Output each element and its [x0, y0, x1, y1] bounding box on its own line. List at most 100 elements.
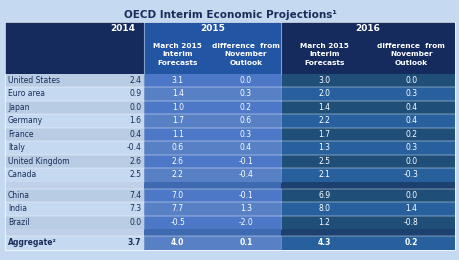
Bar	[144, 87, 280, 101]
Text: 1.4: 1.4	[171, 89, 184, 98]
Bar	[5, 22, 144, 36]
Text: 3.1: 3.1	[171, 76, 184, 85]
Text: difference  from
November
Outlook: difference from November Outlook	[212, 43, 280, 66]
Bar	[144, 141, 280, 154]
Text: March 2015
Interim
Forecasts: March 2015 Interim Forecasts	[153, 43, 202, 66]
Text: -2.0: -2.0	[238, 218, 253, 227]
Text: 0.3: 0.3	[404, 89, 416, 98]
Text: 0.2: 0.2	[240, 103, 252, 112]
Text: 1.6: 1.6	[129, 116, 141, 125]
Text: 2014: 2014	[110, 24, 135, 33]
Bar	[5, 87, 144, 101]
Text: 0.2: 0.2	[404, 238, 417, 247]
Bar	[280, 114, 454, 127]
Bar	[144, 101, 280, 114]
Text: 1.7: 1.7	[171, 116, 184, 125]
Bar	[5, 74, 144, 87]
Bar	[280, 154, 454, 168]
Bar	[144, 154, 280, 168]
Bar	[144, 22, 280, 36]
Text: 1.1: 1.1	[172, 130, 183, 139]
Bar	[5, 188, 144, 202]
Text: 0.4: 0.4	[129, 130, 141, 139]
Bar	[144, 236, 280, 250]
Bar	[144, 36, 211, 74]
Bar	[5, 101, 144, 114]
Bar	[280, 141, 454, 154]
Text: 1.7: 1.7	[318, 130, 330, 139]
Text: 8.0: 8.0	[318, 204, 330, 213]
Text: -0.8: -0.8	[403, 218, 418, 227]
Text: 0.6: 0.6	[171, 143, 184, 152]
Bar	[5, 36, 144, 74]
Text: 1.3: 1.3	[318, 143, 330, 152]
Text: 0.3: 0.3	[404, 143, 416, 152]
Text: United States: United States	[8, 76, 60, 85]
Text: 2.6: 2.6	[129, 157, 141, 166]
Text: 0.4: 0.4	[404, 103, 416, 112]
Text: Aggregate²: Aggregate²	[8, 238, 57, 247]
Text: 2.1: 2.1	[318, 170, 330, 179]
Bar	[144, 127, 280, 141]
Text: -0.1: -0.1	[238, 191, 253, 200]
Text: United Kingdom: United Kingdom	[8, 157, 69, 166]
Text: -0.3: -0.3	[403, 170, 418, 179]
Text: 2.0: 2.0	[318, 89, 330, 98]
Bar	[280, 22, 454, 36]
Text: 0.4: 0.4	[240, 143, 252, 152]
Bar	[280, 168, 454, 181]
Text: 2.6: 2.6	[171, 157, 184, 166]
Bar	[5, 229, 144, 236]
Text: 0.0: 0.0	[129, 103, 141, 112]
Text: 2.5: 2.5	[318, 157, 330, 166]
Text: 7.7: 7.7	[171, 204, 184, 213]
Text: -0.4: -0.4	[126, 143, 141, 152]
Text: Brazil: Brazil	[8, 218, 30, 227]
Text: 3.0: 3.0	[318, 76, 330, 85]
Text: 2015: 2015	[200, 24, 224, 33]
Text: 1.0: 1.0	[171, 103, 184, 112]
Bar	[280, 36, 367, 74]
Text: Italy: Italy	[8, 143, 25, 152]
Bar	[280, 127, 454, 141]
Bar	[280, 216, 454, 229]
Text: -0.5: -0.5	[170, 218, 185, 227]
Text: Germany: Germany	[8, 116, 43, 125]
Text: 1.2: 1.2	[318, 218, 330, 227]
Bar	[367, 36, 454, 74]
Bar	[144, 74, 280, 87]
Bar	[5, 114, 144, 127]
Text: 2016: 2016	[355, 24, 380, 33]
Text: 2.2: 2.2	[318, 116, 330, 125]
Text: 1.4: 1.4	[318, 103, 330, 112]
Text: 0.1: 0.1	[239, 238, 252, 247]
Text: 0.0: 0.0	[404, 191, 416, 200]
Text: 0.0: 0.0	[129, 218, 141, 227]
Bar	[280, 229, 454, 236]
Text: OECD Interim Economic Projections¹: OECD Interim Economic Projections¹	[123, 10, 336, 20]
Text: 6.9: 6.9	[318, 191, 330, 200]
Bar	[144, 188, 280, 202]
Bar	[280, 74, 454, 87]
Bar	[144, 229, 280, 236]
Text: 4.0: 4.0	[171, 238, 184, 247]
Bar	[280, 188, 454, 202]
Text: India: India	[8, 204, 27, 213]
Bar	[5, 168, 144, 181]
Text: 1.3: 1.3	[240, 204, 252, 213]
Bar	[280, 87, 454, 101]
Text: March 2015
Interim
Forecasts: March 2015 Interim Forecasts	[299, 43, 348, 66]
Text: 7.4: 7.4	[129, 191, 141, 200]
Text: Japan: Japan	[8, 103, 29, 112]
Bar	[5, 202, 144, 216]
Bar	[280, 101, 454, 114]
Text: 0.0: 0.0	[240, 76, 252, 85]
Text: Euro area: Euro area	[8, 89, 45, 98]
Text: Canada: Canada	[8, 170, 37, 179]
Text: China: China	[8, 191, 30, 200]
Text: 0.3: 0.3	[240, 89, 252, 98]
Bar	[5, 127, 144, 141]
Text: 0.3: 0.3	[240, 130, 252, 139]
Bar	[5, 236, 144, 250]
Text: 2.2: 2.2	[172, 170, 183, 179]
